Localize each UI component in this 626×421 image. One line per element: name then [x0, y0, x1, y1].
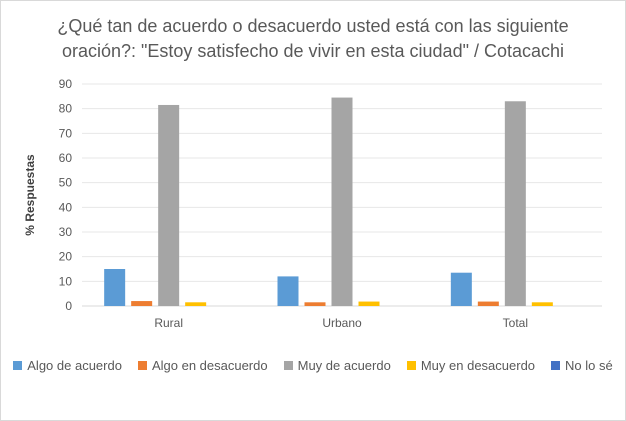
x-tick-label: Total [503, 316, 528, 330]
y-tick-label: 80 [59, 102, 73, 116]
legend-label: Algo en desacuerdo [151, 358, 268, 373]
y-axis-ticks: 0 10 20 30 40 50 60 70 80 90 [59, 77, 73, 313]
bar-total-series-2 [477, 301, 499, 306]
legend: Algo de acuerdo Algo en desacuerdo Muy de … [0, 358, 626, 373]
bars [104, 97, 553, 307]
chart-title-line-1: ¿Qué tan de acuerdo o desacuerdo usted e… [57, 16, 569, 36]
y-axis-label: % Respuestas [23, 154, 37, 236]
legend-item: Algo de acuerdo [13, 358, 122, 373]
bar-total-series-3 [504, 101, 526, 307]
bar-urbano-series-1 [277, 276, 299, 306]
y-tick-label: 30 [59, 225, 73, 239]
legend-label: Muy de acuerdo [297, 358, 391, 373]
legend-swatch [406, 361, 416, 370]
y-tick-label: 50 [59, 176, 73, 190]
bar-rural-series-4 [185, 302, 207, 306]
bar-rural-series-3 [158, 104, 180, 306]
y-tick-label: 0 [65, 299, 72, 313]
bar-urbano-series-4 [358, 301, 380, 306]
bar-urbano-series-3 [331, 97, 353, 306]
bar-total-series-1 [450, 272, 472, 306]
legend-label: Muy en desacuerdo [420, 358, 536, 373]
x-axis-ticks: Rural Urbano Total [154, 316, 528, 330]
y-tick-label: 70 [59, 126, 73, 140]
y-tick-label: 90 [59, 77, 73, 91]
y-tick-label: 10 [59, 274, 73, 288]
x-tick-label: Rural [154, 316, 183, 330]
legend-swatch [283, 361, 293, 370]
bar-urbano-series-2 [304, 302, 326, 306]
legend-item: Muy en desacuerdo [406, 358, 536, 373]
y-tick-label: 40 [59, 200, 73, 214]
legend-label: Algo de acuerdo [27, 358, 122, 373]
bar-rural-series-1 [104, 269, 126, 306]
legend-item: Muy de acuerdo [283, 358, 391, 373]
legend-swatch [137, 361, 147, 370]
legend-item: No lo sé [551, 358, 613, 373]
legend-swatch [13, 361, 23, 370]
legend-label: No lo sé [565, 358, 613, 373]
y-tick-label: 20 [59, 250, 73, 264]
legend-swatch [551, 361, 561, 370]
chart-title: ¿Qué tan de acuerdo o desacuerdo usted e… [0, 14, 626, 64]
bar-rural-series-2 [131, 301, 153, 306]
chart-title-line-2: oración?: "Estoy satisfecho de vivir en … [61, 41, 565, 61]
y-tick-label: 60 [59, 151, 73, 165]
bar-total-series-4 [531, 302, 553, 306]
legend-item: Algo en desacuerdo [137, 358, 268, 373]
x-tick-label: Urbano [322, 316, 362, 330]
